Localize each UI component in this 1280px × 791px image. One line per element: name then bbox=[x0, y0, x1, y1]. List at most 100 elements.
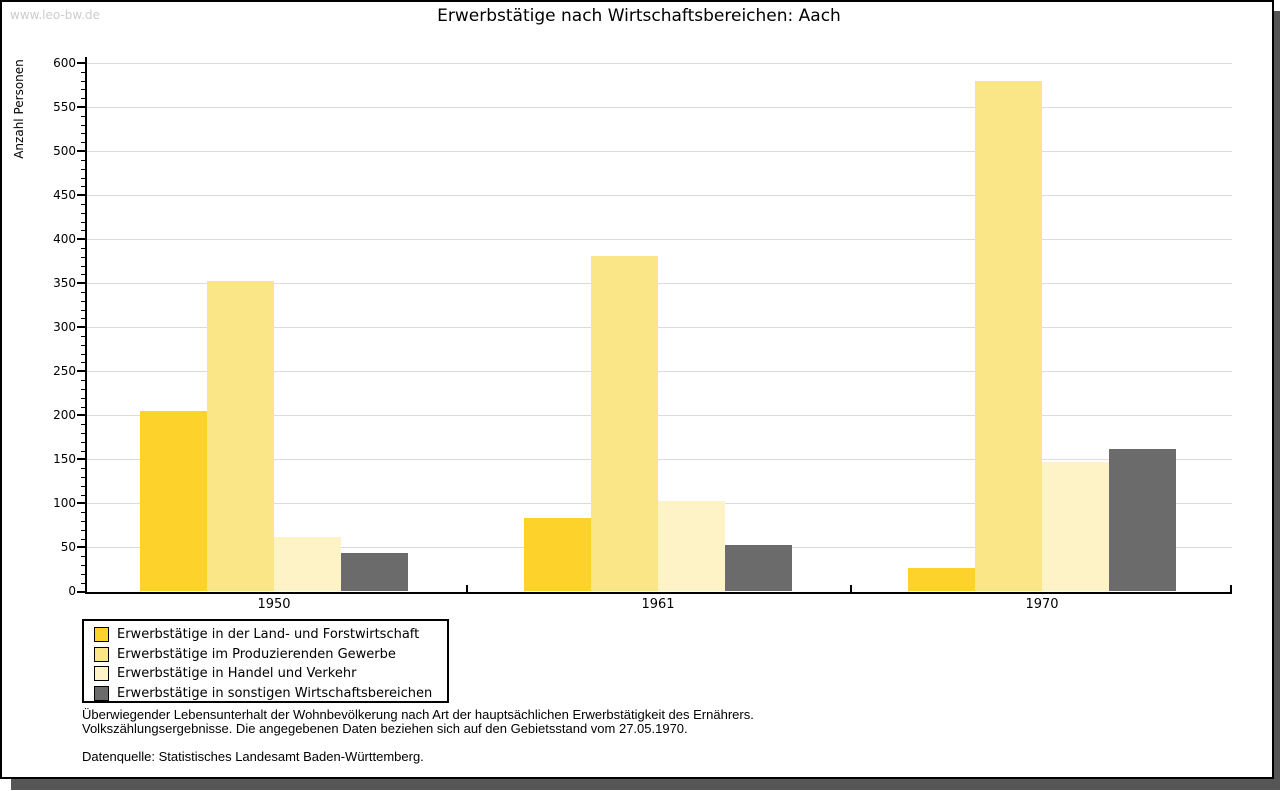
y-minor-tick bbox=[81, 529, 85, 531]
legend-item: Erwerbstätige in Handel und Verkehr bbox=[84, 664, 447, 684]
watermark: www.leo-bw.de bbox=[10, 8, 100, 22]
y-minor-tick bbox=[81, 512, 85, 514]
y-major-tick bbox=[77, 62, 85, 64]
y-axis-line bbox=[85, 57, 87, 594]
legend-item: Erwerbstätige in der Land- und Forstwirt… bbox=[84, 625, 447, 645]
y-minor-tick bbox=[81, 247, 85, 249]
y-minor-tick bbox=[81, 309, 85, 311]
footnote: Überwiegender Lebensunterhalt der Wohnbe… bbox=[82, 708, 754, 764]
y-minor-tick bbox=[81, 336, 85, 338]
legend-swatch-series-3 bbox=[94, 666, 109, 682]
footnote-line-1: Überwiegender Lebensunterhalt der Wohnbe… bbox=[82, 707, 754, 722]
legend-item: Erwerbstätige in sonstigen Wirtschaftsbe… bbox=[84, 684, 447, 704]
y-minor-tick bbox=[81, 177, 85, 179]
y-gridline bbox=[87, 107, 1232, 109]
y-minor-tick bbox=[81, 300, 85, 302]
y-gridline bbox=[87, 459, 1232, 461]
y-gridline bbox=[87, 63, 1232, 64]
y-minor-tick bbox=[81, 168, 85, 170]
y-minor-tick bbox=[81, 565, 85, 567]
y-major-tick bbox=[77, 150, 85, 153]
x-axis-line bbox=[85, 591, 1232, 594]
y-minor-tick bbox=[81, 265, 85, 267]
y-minor-tick bbox=[81, 538, 85, 540]
y-axis-title: Anzahl Personen bbox=[12, 59, 26, 159]
y-major-tick bbox=[77, 326, 85, 329]
x-category-label: 1961 bbox=[641, 596, 675, 612]
y-minor-tick bbox=[81, 80, 85, 82]
y-major-tick bbox=[77, 370, 85, 373]
y-tick-label: 300 bbox=[53, 319, 76, 334]
y-minor-tick bbox=[81, 274, 85, 276]
bar-1961-series-2 bbox=[591, 255, 658, 592]
y-minor-tick bbox=[81, 476, 85, 478]
y-minor-tick bbox=[81, 142, 85, 144]
x-category-label: 1950 bbox=[257, 596, 291, 612]
y-tick-label: 0 bbox=[68, 584, 76, 598]
bar-1970-series-1 bbox=[908, 567, 975, 592]
legend-label-series-2: Erwerbstätige im Produzierenden Gewerbe bbox=[117, 646, 396, 662]
y-tick-label: 600 bbox=[53, 55, 76, 70]
y-minor-tick bbox=[81, 380, 85, 382]
y-minor-tick bbox=[81, 318, 85, 320]
y-tick-label: 550 bbox=[53, 99, 76, 114]
y-minor-tick bbox=[81, 98, 85, 100]
y-major-tick bbox=[77, 502, 85, 505]
y-minor-tick bbox=[81, 573, 85, 575]
y-minor-tick bbox=[81, 292, 85, 294]
bar-1961-series-1 bbox=[524, 518, 591, 592]
bar-1950-series-3 bbox=[274, 536, 341, 592]
y-tick-label: 50 bbox=[60, 539, 76, 554]
y-tick-label: 400 bbox=[53, 231, 76, 246]
y-major-tick bbox=[77, 590, 85, 593]
x-boundary-tick bbox=[1230, 584, 1232, 592]
y-minor-tick bbox=[81, 362, 85, 364]
footnote-line-2: Volkszählungsergebnisse. Die angegebenen… bbox=[82, 720, 688, 736]
y-tick-label: 100 bbox=[53, 495, 76, 510]
footnote-source: Datenquelle: Statistisches Landesamt Bad… bbox=[82, 749, 424, 764]
bar-1950-series-1 bbox=[140, 410, 207, 592]
y-minor-tick bbox=[81, 159, 85, 161]
y-tick-label: 500 bbox=[53, 143, 76, 158]
legend-swatch-series-4 bbox=[94, 686, 109, 702]
legend-swatch-series-2 bbox=[94, 646, 109, 662]
y-minor-tick bbox=[81, 388, 85, 390]
y-minor-tick bbox=[81, 221, 85, 223]
bar-1950-series-2 bbox=[207, 281, 274, 592]
y-gridline bbox=[87, 283, 1232, 285]
legend-item: Erwerbstätige im Produzierenden Gewerbe bbox=[84, 644, 447, 664]
y-minor-tick bbox=[81, 582, 85, 584]
y-major-tick bbox=[77, 546, 85, 549]
y-minor-tick bbox=[81, 450, 85, 452]
y-minor-tick bbox=[81, 230, 85, 232]
y-minor-tick bbox=[81, 344, 85, 346]
y-tick-label: 250 bbox=[53, 363, 76, 378]
y-minor-tick bbox=[81, 256, 85, 258]
x-boundary-tick bbox=[466, 584, 468, 592]
y-minor-tick bbox=[81, 494, 85, 496]
y-minor-tick bbox=[81, 468, 85, 470]
y-minor-tick bbox=[81, 71, 85, 73]
y-minor-tick bbox=[81, 124, 85, 126]
y-minor-tick bbox=[81, 424, 85, 426]
y-gridline bbox=[87, 195, 1232, 197]
bar-1961-series-4 bbox=[725, 544, 792, 592]
y-minor-tick bbox=[81, 133, 85, 135]
y-minor-tick bbox=[81, 432, 85, 434]
y-gridline bbox=[87, 415, 1232, 417]
y-tick-label: 350 bbox=[53, 275, 76, 290]
y-minor-tick bbox=[81, 556, 85, 558]
y-major-tick bbox=[77, 414, 85, 417]
x-boundary-tick bbox=[850, 584, 852, 592]
page-title: Erwerbstätige nach Wirtschaftsbereichen:… bbox=[437, 6, 841, 26]
y-minor-tick bbox=[81, 186, 85, 188]
y-major-tick bbox=[77, 194, 85, 197]
y-major-tick bbox=[77, 282, 85, 285]
y-tick-label: 450 bbox=[53, 187, 76, 202]
y-major-tick bbox=[77, 458, 85, 461]
y-tick-label: 200 bbox=[53, 407, 76, 422]
y-gridline bbox=[87, 151, 1232, 153]
legend-label-series-1: Erwerbstätige in der Land- und Forstwirt… bbox=[117, 627, 420, 642]
bar-1970-series-3 bbox=[1042, 462, 1109, 592]
